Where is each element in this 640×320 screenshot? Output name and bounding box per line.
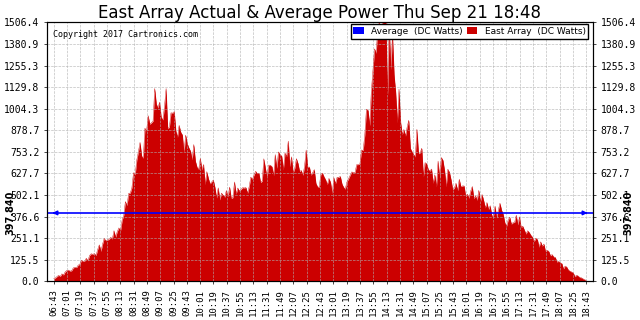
Text: 397.840: 397.840 (5, 191, 15, 235)
Legend: Average  (DC Watts), East Array  (DC Watts): Average (DC Watts), East Array (DC Watts… (351, 24, 588, 39)
Title: East Array Actual & Average Power Thu Sep 21 18:48: East Array Actual & Average Power Thu Se… (99, 4, 541, 22)
Text: Copyright 2017 Cartronics.com: Copyright 2017 Cartronics.com (52, 30, 198, 39)
Text: 397.840: 397.840 (623, 191, 634, 235)
